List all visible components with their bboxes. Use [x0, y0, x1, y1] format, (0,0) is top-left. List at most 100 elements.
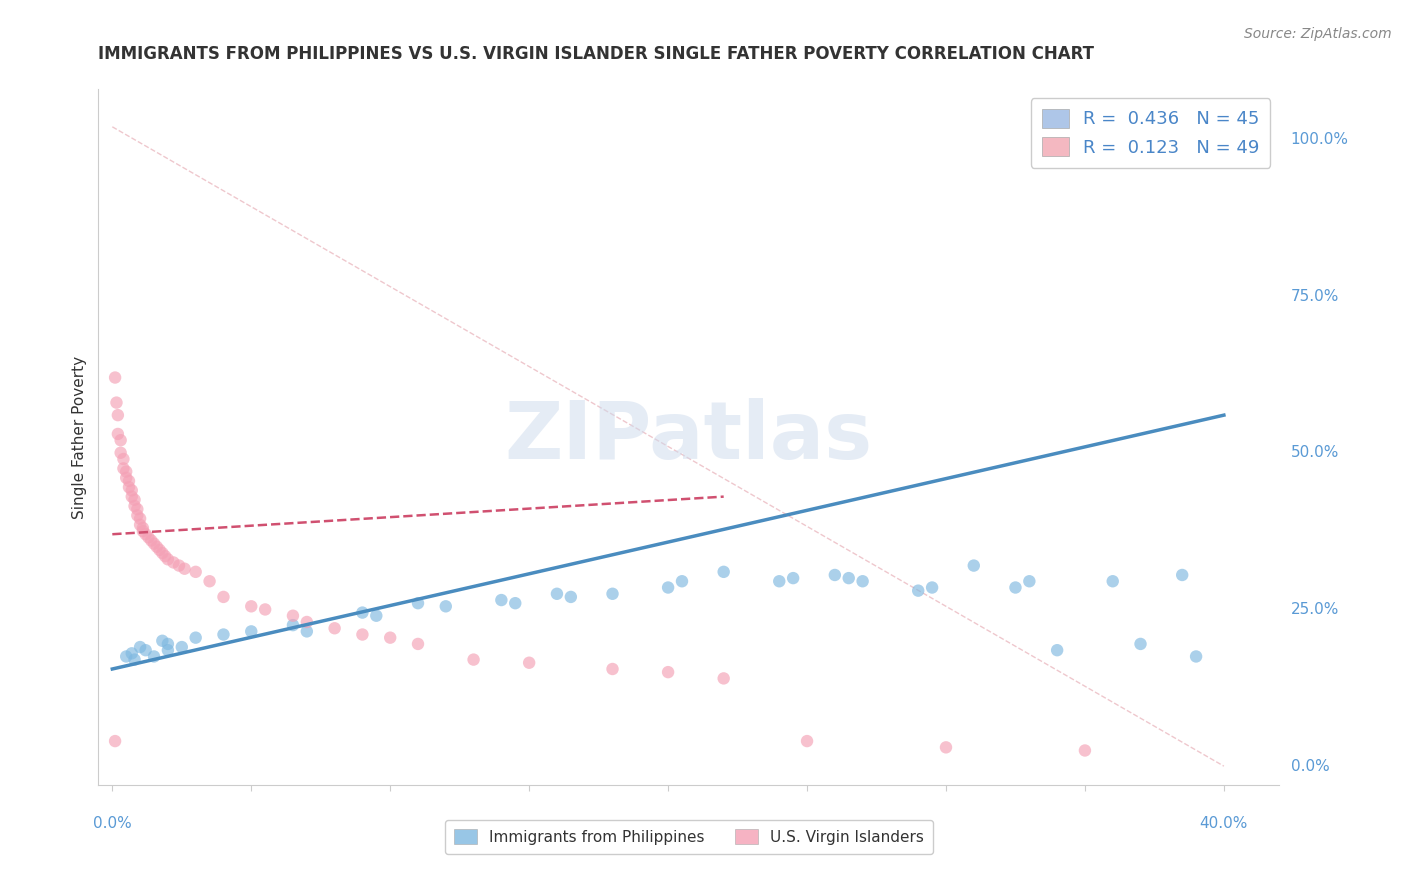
Point: [602, 587, 624, 601]
Text: 40.0%: 40.0%: [1199, 815, 1249, 830]
Point: [135, 527, 157, 541]
Point: [112, 461, 135, 475]
Point: [138, 530, 160, 544]
Point: [254, 602, 277, 616]
Point: [143, 649, 166, 664]
Point: [713, 565, 735, 579]
Point: [852, 574, 875, 589]
Point: [352, 606, 374, 620]
Point: [141, 533, 163, 548]
Point: [118, 480, 141, 494]
Point: [124, 492, 146, 507]
Point: [406, 637, 429, 651]
Point: [281, 608, 304, 623]
Point: [281, 618, 304, 632]
Point: [240, 624, 263, 639]
Point: [352, 627, 374, 641]
Point: [110, 446, 132, 460]
Point: [118, 474, 141, 488]
Point: [132, 521, 155, 535]
Point: [129, 517, 152, 532]
Point: [560, 590, 582, 604]
Text: 50.0%: 50.0%: [1291, 445, 1339, 460]
Point: [1185, 649, 1208, 664]
Point: [838, 571, 860, 585]
Point: [121, 646, 143, 660]
Point: [657, 665, 679, 680]
Point: [657, 581, 679, 595]
Point: [124, 499, 146, 513]
Point: [1004, 581, 1026, 595]
Point: [212, 590, 235, 604]
Point: [323, 621, 346, 635]
Point: [198, 574, 221, 589]
Point: [129, 640, 152, 654]
Point: [104, 734, 127, 748]
Point: [124, 652, 146, 666]
Point: [112, 452, 135, 467]
Point: [132, 524, 155, 538]
Point: [107, 426, 129, 441]
Point: [824, 568, 846, 582]
Point: [907, 583, 929, 598]
Point: [796, 734, 818, 748]
Point: [491, 593, 513, 607]
Point: [768, 574, 790, 589]
Point: [671, 574, 693, 589]
Point: [406, 596, 429, 610]
Point: [921, 581, 943, 595]
Point: [104, 370, 127, 384]
Point: [150, 546, 173, 560]
Point: [295, 615, 318, 629]
Point: [153, 549, 176, 564]
Text: 75.0%: 75.0%: [1291, 288, 1339, 303]
Point: [1101, 574, 1123, 589]
Point: [434, 599, 457, 614]
Point: [148, 542, 170, 557]
Point: [380, 631, 402, 645]
Text: 100.0%: 100.0%: [1291, 132, 1348, 147]
Legend: Immigrants from Philippines, U.S. Virgin Islanders: Immigrants from Philippines, U.S. Virgin…: [444, 820, 934, 854]
Point: [115, 465, 138, 479]
Text: 25.0%: 25.0%: [1291, 602, 1339, 617]
Y-axis label: Single Father Poverty: Single Father Poverty: [72, 356, 87, 518]
Point: [121, 490, 143, 504]
Point: [503, 596, 526, 610]
Point: [127, 502, 149, 516]
Point: [173, 562, 195, 576]
Point: [463, 652, 485, 666]
Point: [105, 395, 128, 409]
Point: [115, 649, 138, 664]
Point: [150, 633, 173, 648]
Point: [602, 662, 624, 676]
Point: [1129, 637, 1152, 651]
Point: [135, 643, 157, 657]
Point: [143, 536, 166, 550]
Point: [546, 587, 568, 601]
Point: [1074, 743, 1097, 757]
Point: [129, 511, 152, 525]
Point: [713, 672, 735, 686]
Text: ZIPatlas: ZIPatlas: [505, 398, 873, 476]
Point: [240, 599, 263, 614]
Point: [110, 434, 132, 448]
Point: [963, 558, 986, 573]
Point: [170, 640, 193, 654]
Point: [1046, 643, 1069, 657]
Point: [1018, 574, 1040, 589]
Point: [366, 608, 388, 623]
Point: [146, 540, 169, 554]
Text: Source: ZipAtlas.com: Source: ZipAtlas.com: [1244, 27, 1392, 41]
Point: [156, 643, 179, 657]
Text: 0.0%: 0.0%: [1291, 759, 1329, 773]
Point: [115, 471, 138, 485]
Point: [121, 483, 143, 498]
Point: [167, 558, 190, 573]
Point: [127, 508, 149, 523]
Point: [212, 627, 235, 641]
Point: [162, 556, 184, 570]
Text: 0.0%: 0.0%: [93, 815, 132, 830]
Point: [184, 565, 207, 579]
Text: IMMIGRANTS FROM PHILIPPINES VS U.S. VIRGIN ISLANDER SINGLE FATHER POVERTY CORREL: IMMIGRANTS FROM PHILIPPINES VS U.S. VIRG…: [98, 45, 1094, 62]
Point: [156, 637, 179, 651]
